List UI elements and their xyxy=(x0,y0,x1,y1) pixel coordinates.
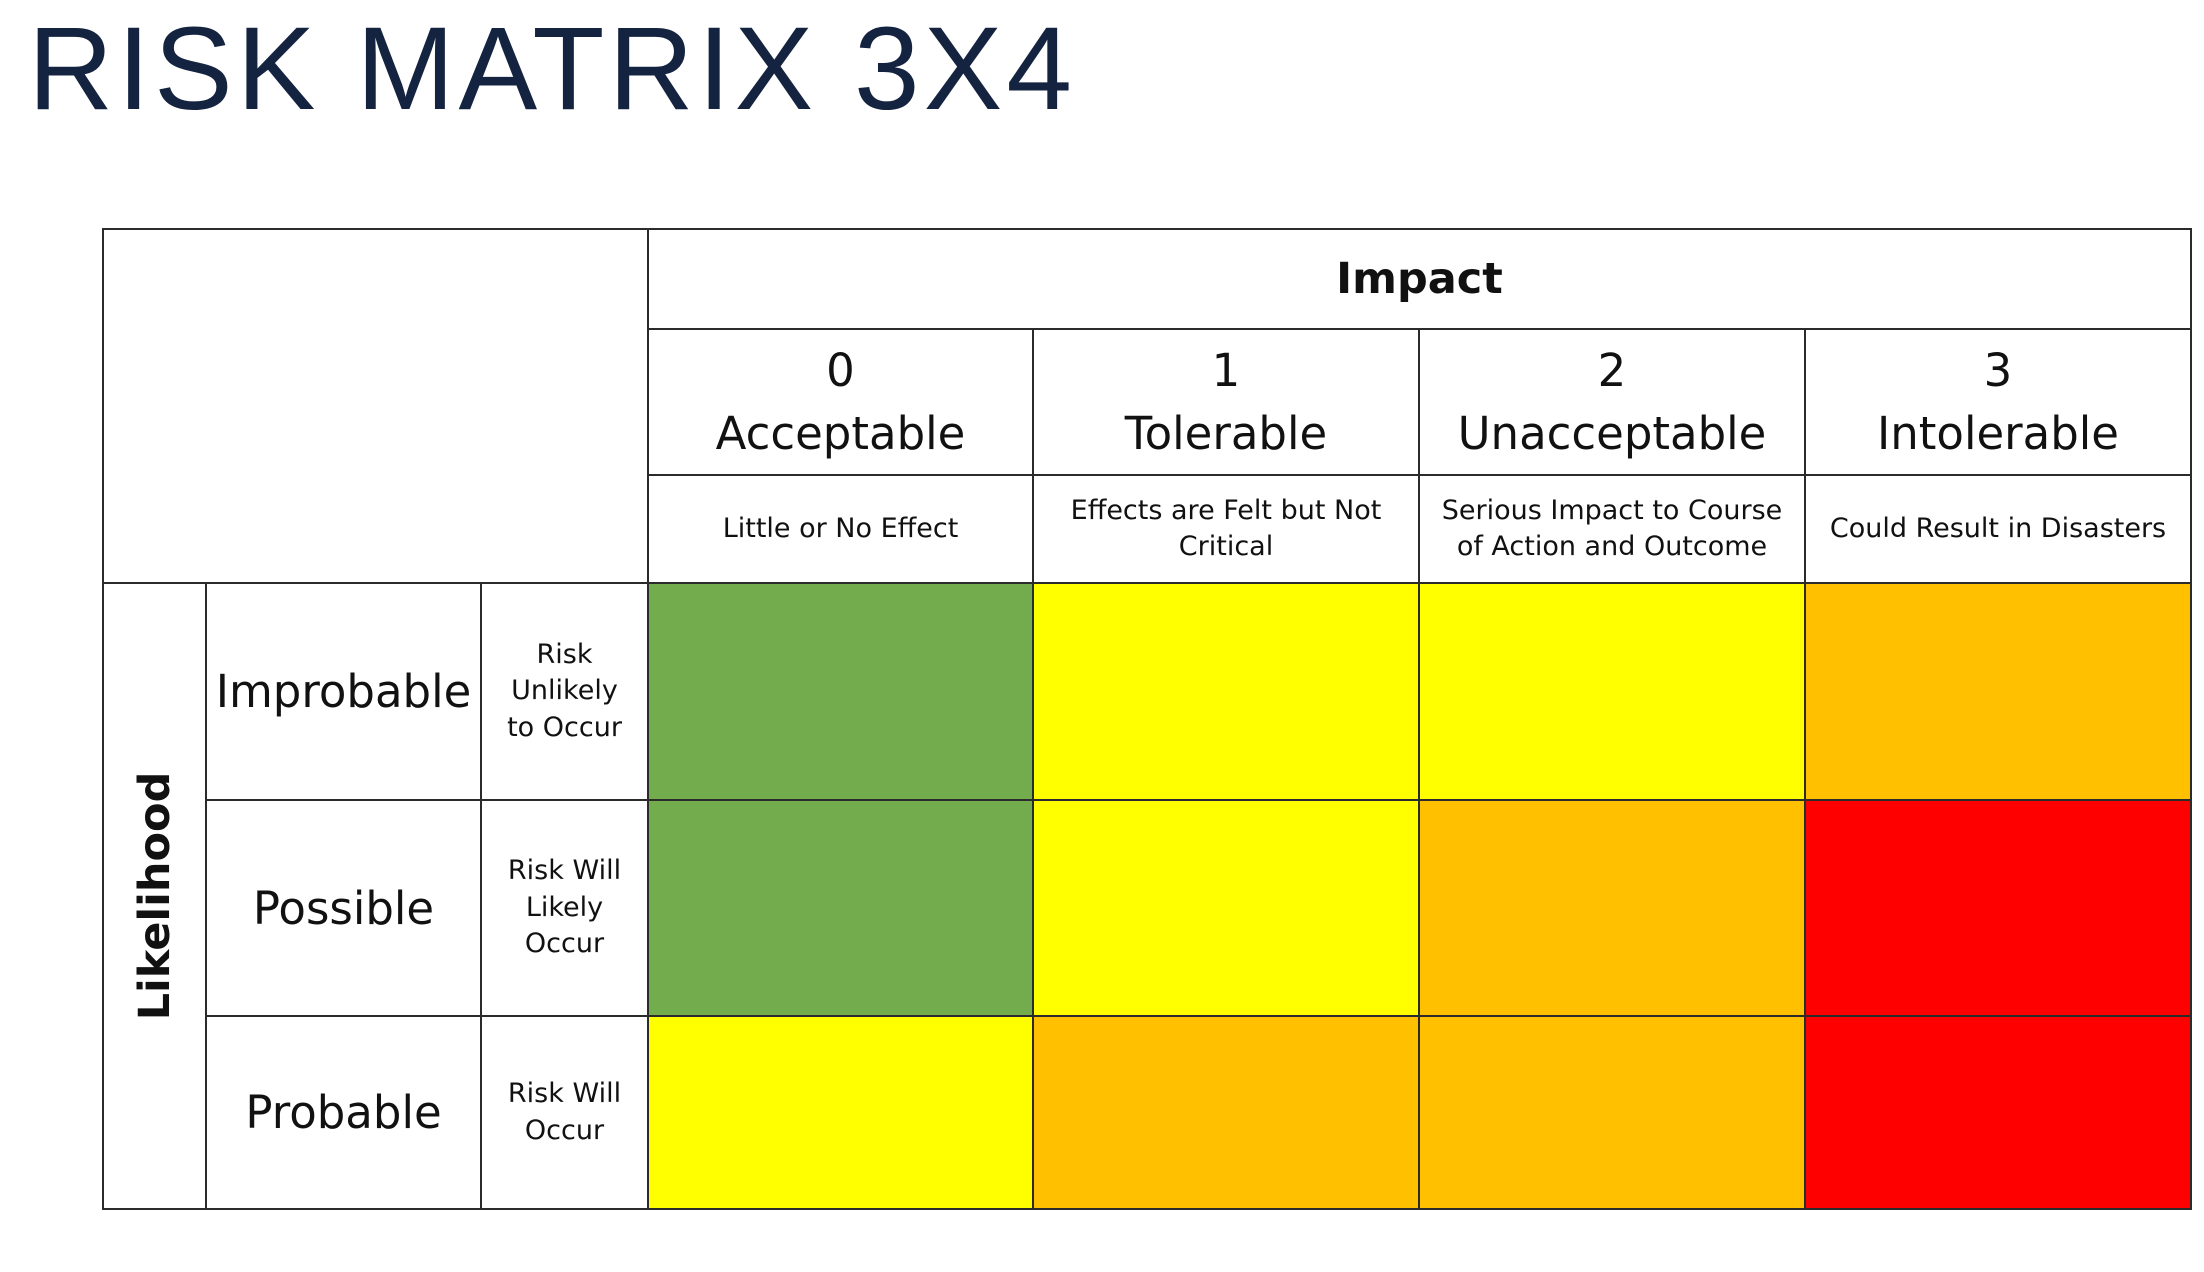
impact-level-number: 0 xyxy=(826,344,855,397)
risk-matrix: Impact 0 Acceptable 1 Tolerable 2 Unacce… xyxy=(102,228,2192,1210)
impact-level-3: 3 Intolerable xyxy=(1804,328,2192,476)
risk-cell xyxy=(1032,582,1420,801)
risk-cell xyxy=(647,799,1034,1017)
page-title: RISK MATRIX 3X4 xyxy=(28,3,1076,135)
risk-cell xyxy=(1804,582,2192,801)
impact-level-number: 2 xyxy=(1597,344,1627,397)
impact-description-2: Serious Impact to Course of Action and O… xyxy=(1418,474,1806,584)
likelihood-level-possible: Possible xyxy=(205,799,482,1017)
impact-level-name: Unacceptable xyxy=(1457,407,1767,460)
impact-header: Impact xyxy=(647,228,2192,330)
impact-level-name: Intolerable xyxy=(1877,407,2119,460)
impact-level-1: 1 Tolerable xyxy=(1032,328,1420,476)
likelihood-axis-cell: Likelihood xyxy=(102,582,207,1210)
impact-description-0: Little or No Effect xyxy=(647,474,1034,584)
impact-level-0: 0 Acceptable xyxy=(647,328,1034,476)
likelihood-level-probable: Probable xyxy=(205,1015,482,1210)
risk-cell xyxy=(1418,799,1806,1017)
impact-level-name: Acceptable xyxy=(715,407,966,460)
risk-cell xyxy=(1804,799,2192,1017)
impact-level-number: 3 xyxy=(1983,344,2013,397)
likelihood-description-probable: Risk Will Occur xyxy=(480,1015,649,1210)
likelihood-description-improbable: Risk Unlikely to Occur xyxy=(480,582,649,801)
impact-level-name: Tolerable xyxy=(1124,407,1328,460)
corner-blank-cell xyxy=(102,228,649,584)
impact-level-number: 1 xyxy=(1211,344,1241,397)
risk-cell xyxy=(647,582,1034,801)
risk-cell xyxy=(1418,1015,1806,1210)
risk-cell xyxy=(1032,1015,1420,1210)
likelihood-axis-label: Likelihood xyxy=(129,771,180,1021)
likelihood-level-improbable: Improbable xyxy=(205,582,482,801)
risk-cell xyxy=(1418,582,1806,801)
risk-cell xyxy=(1804,1015,2192,1210)
likelihood-description-possible: Risk Will Likely Occur xyxy=(480,799,649,1017)
impact-description-1: Effects are Felt but Not Critical xyxy=(1032,474,1420,584)
impact-level-2: 2 Unacceptable xyxy=(1418,328,1806,476)
risk-cell xyxy=(647,1015,1034,1210)
risk-cell xyxy=(1032,799,1420,1017)
impact-description-3: Could Result in Disasters xyxy=(1804,474,2192,584)
